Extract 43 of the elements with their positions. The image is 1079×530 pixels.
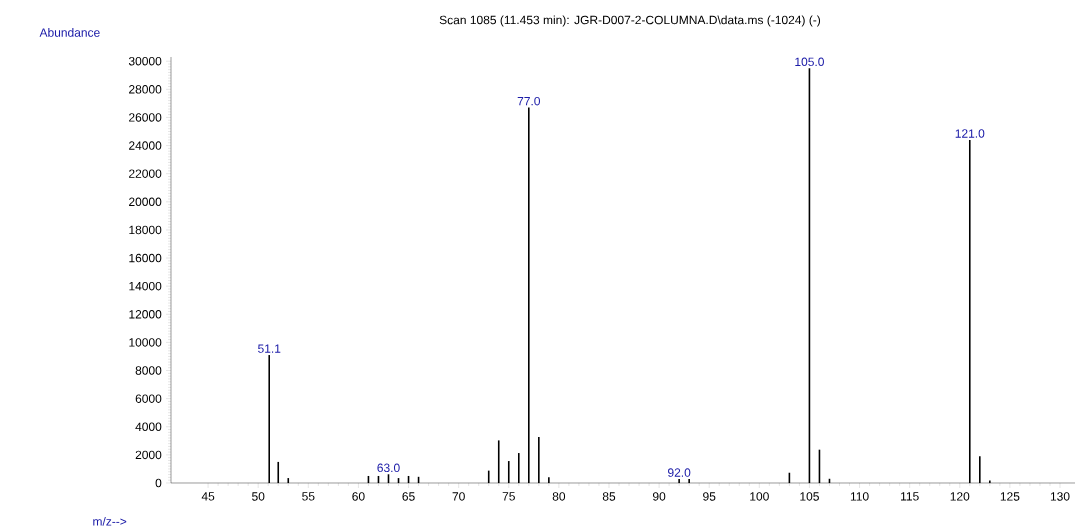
x-tick-label: 45 bbox=[201, 492, 215, 501]
y-tick-label: 16000 bbox=[129, 253, 162, 263]
y-tick-label: 22000 bbox=[129, 169, 162, 179]
x-tick-label: 65 bbox=[402, 492, 415, 501]
y-tick-label: 14000 bbox=[129, 282, 162, 291]
y-tick-label: 30000 bbox=[128, 57, 162, 66]
y-tick-label: 4000 bbox=[135, 422, 162, 432]
y-tick-label: 28000 bbox=[129, 85, 162, 94]
x-tick-label: 125 bbox=[1000, 492, 1020, 501]
x-tick-label: 120 bbox=[950, 492, 970, 501]
annotation: 121.0 bbox=[955, 129, 985, 138]
x-axis-title: m/z--> bbox=[93, 517, 127, 526]
x-tick-label: 130 bbox=[1050, 492, 1070, 501]
x-tick-label: 70 bbox=[452, 492, 465, 501]
x-tick-label: 50 bbox=[252, 492, 265, 501]
annotation: 105.0 bbox=[795, 57, 824, 67]
annotation: 51.1 bbox=[258, 344, 281, 353]
x-tick-label: 115 bbox=[901, 492, 919, 501]
x-tick-label: 95 bbox=[703, 492, 716, 501]
y-tick-label: 24000 bbox=[129, 141, 162, 150]
x-tick-label: 105 bbox=[800, 492, 819, 501]
x-tick-label: 75 bbox=[502, 492, 515, 501]
y-tick-label: 20000 bbox=[129, 197, 162, 207]
x-tick-label: 55 bbox=[302, 492, 315, 501]
y-axis-title: Abundance bbox=[39, 28, 100, 37]
annotation: 63.0 bbox=[377, 463, 400, 473]
x-tick-label: 80 bbox=[552, 492, 566, 501]
y-tick-label: 6000 bbox=[135, 394, 162, 404]
x-tick-label: 60 bbox=[352, 492, 365, 501]
y-tick-label: 0 bbox=[155, 478, 162, 488]
y-tick-label: 2000 bbox=[135, 450, 162, 460]
annotation: 77.0 bbox=[517, 97, 541, 106]
x-tick-label: 85 bbox=[602, 492, 616, 501]
y-tick-label: 12000 bbox=[129, 310, 162, 319]
y-tick-label: 8000 bbox=[135, 366, 162, 375]
x-tick-label: 110 bbox=[850, 492, 869, 501]
y-tick-label: 26000 bbox=[129, 113, 162, 122]
annotation: 92.0 bbox=[668, 468, 691, 478]
chart-title: Scan 1085 (11.453 min): JGR-D007-2-COLUMNA.D\data.ms (-1024) (-) bbox=[439, 15, 821, 27]
y-tick-label: 18000 bbox=[129, 225, 162, 235]
x-tick-label: 100 bbox=[750, 492, 769, 501]
y-tick-label: 10000 bbox=[129, 338, 162, 347]
x-tick-label: 90 bbox=[652, 492, 666, 501]
